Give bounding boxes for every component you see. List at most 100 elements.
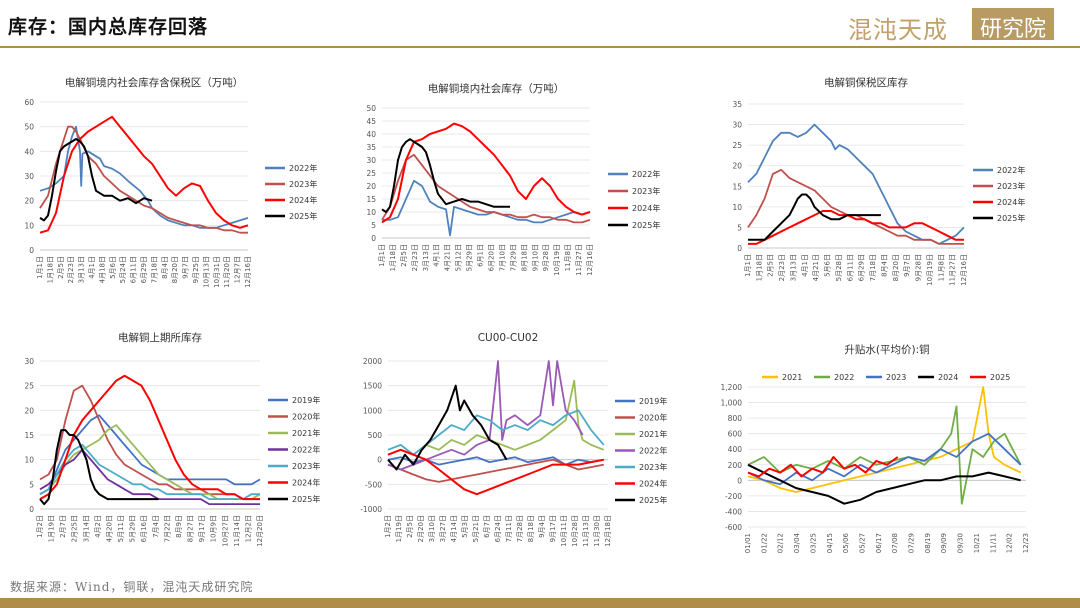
y-tick-label: 50 <box>24 123 34 132</box>
series-line-2022年 <box>39 125 249 229</box>
y-tick-label: 20 <box>24 197 34 206</box>
x-tick-label: 8月18日 <box>520 244 528 271</box>
legend-label: 2023年 <box>289 179 317 189</box>
y-tick-label: 10 <box>366 208 376 217</box>
x-tick-label: 12月16日 <box>586 244 594 276</box>
y-tick-label: 5 <box>29 480 34 489</box>
x-tick-label: 12月16日 <box>960 254 968 286</box>
x-tick-label: 08/19 <box>924 533 932 553</box>
x-tick-label: 12月7日 <box>234 256 242 283</box>
x-tick-label: 12月2日 <box>244 515 252 542</box>
y-tick-label: 25 <box>366 169 376 178</box>
x-tick-label: 8月20日 <box>892 254 900 281</box>
x-tick-label: 10月19日 <box>926 254 934 286</box>
x-tick-label: 11/11 <box>989 533 997 553</box>
title-divider <box>0 46 1080 48</box>
y-tick-label: 35 <box>366 143 376 152</box>
x-tick-label: 12/02 <box>1006 533 1014 553</box>
y-tick-label: 1,000 <box>721 399 743 408</box>
series-line-2024年 <box>748 210 964 245</box>
page-title: 库存：国内总库存回落 <box>8 16 209 38</box>
x-tick-label: 9月25日 <box>192 256 200 283</box>
x-tick-label: 3月14日 <box>82 515 90 542</box>
series-line-2023年 <box>39 125 248 234</box>
y-tick-label: 15 <box>366 195 376 204</box>
series-line-2025年 <box>387 384 508 471</box>
chart-title: 电解铜上期所库存 <box>118 331 202 344</box>
series-line-2020年 <box>39 384 260 500</box>
x-tick-label: 6月7日 <box>483 515 491 538</box>
x-tick-label: 10月19日 <box>553 244 561 276</box>
x-tick-label: 4月20日 <box>105 515 113 542</box>
legend-label: 2024年 <box>289 195 317 205</box>
x-tick-label: 7月28日 <box>516 515 524 542</box>
y-tick-label: 1500 <box>363 382 382 391</box>
legend-label: 2024年 <box>997 197 1025 207</box>
x-tick-label: 5月11日 <box>117 515 125 542</box>
x-tick-label: 12月16日 <box>244 256 252 288</box>
legend-label: 2022年 <box>632 169 660 179</box>
y-tick-label: 60 <box>24 98 34 107</box>
x-tick-label: 7月18日 <box>869 254 877 281</box>
legend-label: 2025年 <box>292 494 320 504</box>
x-tick-label: 5月6日 <box>824 254 832 277</box>
x-tick-label: 06/17 <box>875 533 883 553</box>
x-tick-label: 11月8日 <box>937 254 945 281</box>
x-tick-label: 8月9日 <box>175 515 183 538</box>
legend-label: 2021 <box>782 373 802 382</box>
chart-title: CU00-CU02 <box>478 332 539 344</box>
logo-text: 混沌天成 <box>848 16 948 44</box>
legend-label: 2024 <box>938 373 958 382</box>
x-tick-label: 10月11日 <box>560 515 568 547</box>
y-tick-label: 30 <box>366 156 376 165</box>
y-tick-label: 10 <box>732 203 742 212</box>
data-source: 数据来源：Wind，铜联，混沌天成研究院 <box>10 580 254 594</box>
legend-label: 2024年 <box>639 479 667 489</box>
x-tick-label: 1月2日 <box>36 515 44 538</box>
x-tick-label: 1月19日 <box>48 515 56 542</box>
x-tick-label: 11月8日 <box>564 244 572 271</box>
y-tick-label: 0 <box>737 476 742 485</box>
x-tick-label: 7月4日 <box>152 515 160 538</box>
x-tick-label: 2月20日 <box>417 515 425 542</box>
legend-label: 2025年 <box>632 220 660 230</box>
legend-label: 2020年 <box>639 413 667 423</box>
x-tick-label: 3月13日 <box>78 256 86 283</box>
y-tick-label: 600 <box>728 430 743 439</box>
logo: 混沌天成 研究院 <box>848 8 1056 44</box>
x-tick-label: 03/25 <box>809 533 817 553</box>
x-tick-label: 6月16日 <box>140 515 148 542</box>
legend-label: 2025年 <box>997 213 1025 223</box>
legend-label: 2022年 <box>997 165 1025 175</box>
series-line-2024年 <box>381 122 591 224</box>
y-tick-label: 200 <box>728 461 743 470</box>
x-tick-label: 4月18日 <box>98 256 106 283</box>
legend-label: 2021年 <box>639 429 667 439</box>
x-tick-label: 2月23日 <box>411 244 419 271</box>
x-tick-label: 7月22日 <box>163 515 171 542</box>
chart-domestic-social-inventory: 电解铜境内社会库存（万吨） 0 5 10 15 20 25 30 35 40 45 50 1月1日 1月1… <box>366 82 660 276</box>
series-line-2025 <box>747 456 899 478</box>
logo-box: 研究院 <box>972 8 1054 42</box>
legend-label: 2022年 <box>289 163 317 173</box>
x-tick-label: 2月23日 <box>778 254 786 281</box>
x-tick-label: 05/06 <box>842 532 850 553</box>
y-tick-label: 25 <box>24 382 34 391</box>
x-tick-label: 2月5日 <box>406 515 414 538</box>
x-tick-label: 7月10日 <box>498 244 506 271</box>
x-tick-label: 7月29日 <box>509 244 517 271</box>
x-tick-label: 5月29日 <box>129 515 137 542</box>
x-tick-label: 05/27 <box>858 533 866 553</box>
legend-label: 2024年 <box>632 203 660 213</box>
x-tick-label: 9月7日 <box>182 256 190 279</box>
series-line-2024年 <box>39 374 260 501</box>
y-tick-label: 0 <box>737 244 742 253</box>
legend-label: 2019年 <box>639 396 667 406</box>
x-tick-label: 3月13日 <box>422 244 430 271</box>
series-line-2023 <box>747 432 1022 486</box>
x-tick-label: 4月14日 <box>450 515 458 542</box>
x-tick-label: 4月21日 <box>812 254 820 281</box>
x-tick-label: 6月29日 <box>858 254 866 281</box>
y-tick-label: 0 <box>29 505 34 514</box>
y-tick-label: 10 <box>24 456 34 465</box>
